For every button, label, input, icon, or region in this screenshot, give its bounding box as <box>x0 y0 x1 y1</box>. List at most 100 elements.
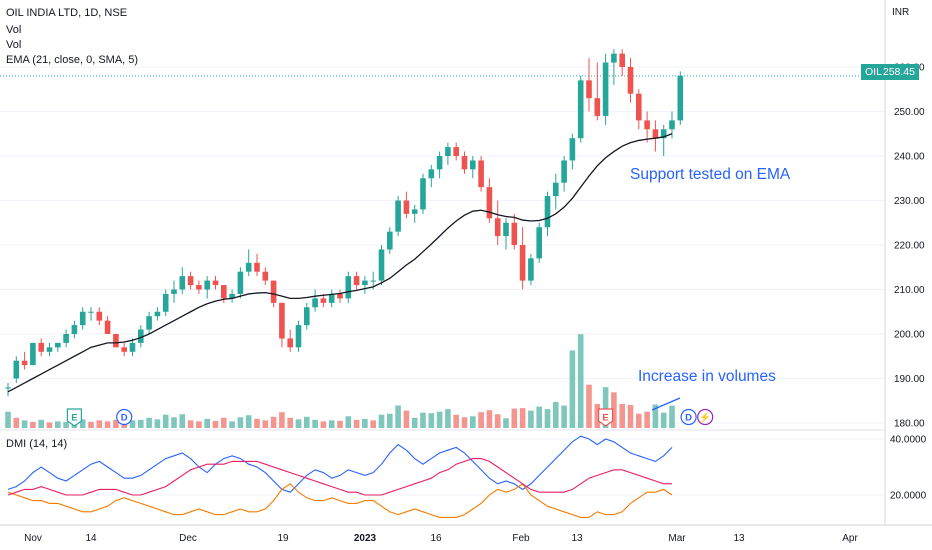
candle-body <box>470 160 476 170</box>
volume-bar <box>5 411 11 428</box>
candle-body <box>245 262 252 272</box>
candle-body <box>403 200 410 214</box>
candle-body <box>129 342 136 352</box>
volume-bar <box>79 419 86 428</box>
volume-bar <box>229 421 235 428</box>
time-tick-label: Feb <box>512 533 530 544</box>
ema-legend[interactable]: EMA (21, close, 0, SMA, 5) <box>6 54 139 66</box>
candle-body <box>519 245 526 281</box>
candle-body <box>387 231 393 250</box>
candle-body <box>528 258 534 281</box>
candle-body <box>162 293 169 312</box>
candle-body <box>262 271 269 281</box>
chart-title[interactable]: OIL INDIA LTD, 1D, NSE <box>6 7 128 19</box>
volume-bar <box>553 401 559 428</box>
volume-bar <box>494 414 501 428</box>
candle-body <box>63 334 69 343</box>
candle-body <box>370 280 376 282</box>
candle-body <box>88 311 94 313</box>
volume-bar <box>337 420 343 428</box>
volume-bar <box>154 419 161 428</box>
volume-bar <box>577 334 584 428</box>
volume-bar <box>644 411 650 428</box>
price-tick-label: 190.00 <box>894 374 925 385</box>
volume-bar <box>611 392 617 428</box>
dmi-legend[interactable]: DMI (14, 14) <box>6 438 68 450</box>
candle-body <box>362 280 368 286</box>
candle-body <box>13 360 20 379</box>
candle-body <box>196 285 202 290</box>
candle-body <box>21 360 28 366</box>
volume-bar <box>503 418 509 428</box>
volume-bar <box>212 420 219 428</box>
time-tick-label: 16 <box>430 533 442 544</box>
candle-body <box>561 160 567 183</box>
candle-body <box>594 98 601 116</box>
volume-bar <box>353 419 360 428</box>
candle-body <box>229 293 235 299</box>
dmi-plus-line <box>7 435 673 493</box>
candle-body <box>204 280 210 290</box>
event-marker-letter: E <box>71 413 77 424</box>
candle-body <box>411 209 418 214</box>
dividend-marker <box>680 408 697 426</box>
adx-line <box>7 458 672 496</box>
candle-body <box>420 178 426 210</box>
candle-body <box>503 222 509 237</box>
volume-bar <box>569 350 576 428</box>
dividend-marker <box>116 408 133 426</box>
candle-body <box>312 298 318 308</box>
candle-body <box>353 276 360 286</box>
candle-body <box>553 182 559 197</box>
volume-annotation-arrow <box>651 397 681 411</box>
candle-body <box>79 311 86 326</box>
volume-bar <box>287 417 293 428</box>
candle-body <box>436 156 443 170</box>
candle-body <box>270 280 277 303</box>
volume-bar <box>187 420 194 428</box>
volume-bar <box>104 421 111 428</box>
volume-bar <box>38 419 44 428</box>
candle-body <box>677 75 684 121</box>
volume-legend-2[interactable]: Vol <box>6 39 22 51</box>
volume-bar <box>636 413 642 428</box>
currency-label: INR <box>892 7 910 18</box>
candle-body <box>96 311 103 321</box>
volume-bar <box>245 415 252 428</box>
volume-bar <box>179 414 186 428</box>
candle-body <box>536 227 542 259</box>
volume-bar <box>669 405 675 428</box>
candle-body <box>328 293 335 303</box>
time-tick-label: Apr <box>842 533 858 544</box>
volume-legend-1[interactable]: Vol <box>6 24 22 36</box>
volume-bar <box>204 418 210 428</box>
volume-bar <box>196 421 202 428</box>
volume-bar <box>304 416 310 428</box>
volume-bar <box>96 420 103 428</box>
candle-body <box>544 196 551 228</box>
candle-body <box>378 249 385 281</box>
candle-body <box>237 271 244 294</box>
volume-bar <box>138 419 144 428</box>
time-tick-label: 13 <box>571 533 583 544</box>
volume-annotation: Increase in volumes <box>638 368 776 385</box>
volume-bar <box>470 416 476 428</box>
volume-bar <box>602 387 609 428</box>
time-tick-label: 2023 <box>354 533 377 544</box>
volume-bar <box>478 412 484 428</box>
candle-body <box>38 342 44 352</box>
volume-bar <box>627 405 634 428</box>
candle-body <box>104 320 111 334</box>
volume-bar <box>528 410 534 428</box>
price-badge-symbol: OIL <box>865 66 882 78</box>
candle-body <box>586 80 592 99</box>
volume-bar <box>453 414 459 428</box>
ema-line <box>7 133 673 393</box>
candle-body <box>171 289 177 294</box>
dmi-minus-line <box>7 483 673 518</box>
candle-body <box>287 338 293 348</box>
volume-bar <box>221 417 227 428</box>
candle-body <box>611 53 617 63</box>
candle-body <box>395 200 401 232</box>
